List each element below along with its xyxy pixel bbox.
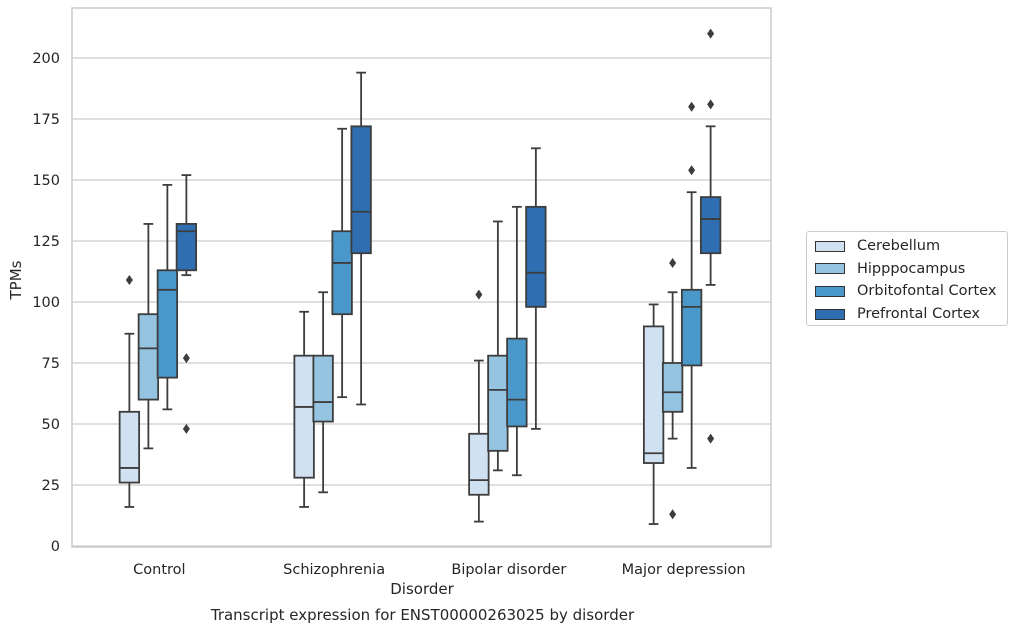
iqr-box	[468, 432, 490, 496]
iqr-box	[293, 354, 315, 479]
x-tick-label: Major depression	[622, 562, 746, 578]
outlier-point	[182, 423, 190, 434]
y-tick-label: 50	[42, 417, 60, 433]
box-prefrontal-cortex	[175, 174, 198, 434]
legend-item: Cerebellum	[815, 235, 1007, 258]
box-hipppocampus	[487, 220, 509, 472]
box-orbitofontal-cortex	[331, 127, 353, 399]
box-cerebellum	[468, 289, 490, 523]
axes: 0 25 50 75 100 125 150 175 200 Control Schizophren…	[32, 7, 772, 578]
iqr-box	[525, 205, 547, 308]
outlier-point	[182, 353, 190, 364]
x-axis-title: Disorder	[390, 580, 454, 598]
legend-item: Prefrontal Cortex	[815, 303, 1007, 326]
box-hipppocampus	[312, 291, 334, 494]
chart-caption: Transcript expression for ENST0000026302…	[210, 606, 635, 624]
outlier-point	[125, 275, 133, 286]
legend-label: Hipppocampus	[857, 260, 966, 277]
iqr-box	[487, 354, 509, 452]
outlier-point	[688, 101, 696, 112]
outlier-point	[669, 257, 677, 268]
box-hipppocampus	[661, 257, 684, 520]
legend-swatch	[815, 308, 845, 320]
outlier-point	[475, 289, 483, 300]
iqr-box	[118, 410, 141, 484]
y-tick-label: 175	[32, 112, 60, 128]
y-axis-title: TPMs	[7, 260, 25, 300]
box-orbitofontal-cortex	[680, 101, 703, 469]
iqr-box	[156, 269, 179, 379]
iqr-box	[312, 354, 334, 423]
iqr-box	[661, 362, 684, 413]
legend-label: Cerebellum	[857, 238, 941, 255]
y-tick-label: 150	[32, 173, 60, 189]
iqr-box	[642, 325, 665, 464]
legend-swatch	[815, 285, 845, 297]
y-tick-label: 100	[32, 295, 60, 311]
iqr-box	[680, 288, 703, 367]
y-tick-label: 25	[42, 478, 60, 494]
iqr-box	[175, 223, 198, 272]
legend-item: Hipppocampus	[815, 258, 1007, 281]
box-orbitofontal-cortex	[506, 205, 528, 477]
iqr-box	[699, 196, 722, 255]
legend-label: Orbitofontal Cortex	[857, 283, 997, 300]
legend-swatch	[815, 240, 845, 252]
box-prefrontal-cortex	[699, 28, 722, 444]
outlier-point	[688, 165, 696, 176]
iqr-box	[350, 125, 372, 255]
box-prefrontal-cortex	[525, 147, 547, 430]
outlier-point	[707, 433, 715, 444]
y-tick-label: 125	[32, 234, 60, 250]
legend-label: Prefrontal Cortex	[857, 306, 980, 323]
outlier-point	[707, 28, 715, 39]
outlier-point	[669, 509, 677, 520]
box-cerebellum	[118, 275, 141, 508]
y-tick-label: 0	[51, 539, 60, 555]
box-cerebellum	[293, 310, 315, 508]
box-plot-series	[118, 28, 722, 525]
y-tick-label: 75	[42, 356, 60, 372]
x-tick-label: Schizophrenia	[283, 562, 385, 578]
y-tick-label: 200	[32, 51, 60, 67]
box-cerebellum	[642, 303, 665, 525]
box-prefrontal-cortex	[350, 71, 372, 406]
plot-frame	[71, 7, 772, 548]
legend: Cerebellum Hipppocampus Orbitofontal Corte…	[806, 231, 1008, 326]
box-orbitofontal-cortex	[156, 183, 179, 411]
outlier-point	[707, 99, 715, 110]
iqr-box	[331, 230, 353, 316]
legend-swatch	[815, 263, 845, 275]
iqr-box	[506, 337, 528, 428]
iqr-box	[137, 313, 160, 401]
box-hipppocampus	[137, 223, 160, 450]
legend-item: Orbitofontal Cortex	[815, 280, 1007, 303]
x-tick-label: Control	[133, 562, 185, 578]
x-tick-label: Bipolar disorder	[451, 562, 566, 578]
